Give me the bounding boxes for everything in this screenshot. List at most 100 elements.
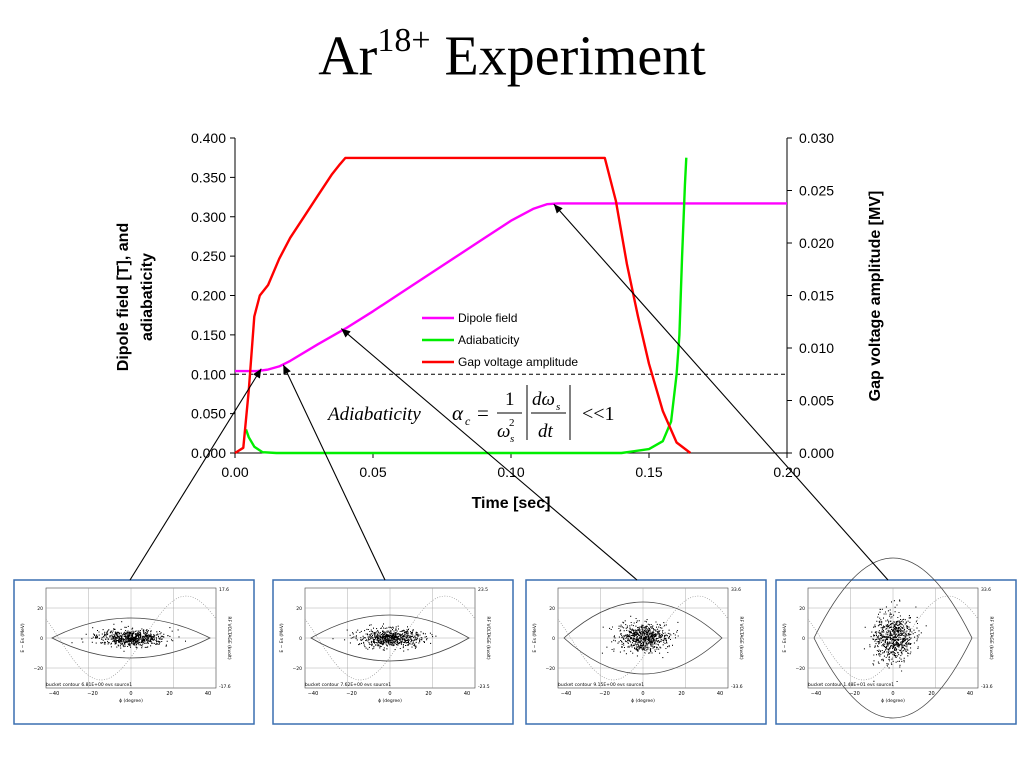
thumb-y-tick: 20 <box>37 606 43 612</box>
thumb-x-tick: −40 <box>49 691 60 697</box>
thumb-y-label: E − Es (MeV) <box>532 623 538 653</box>
thumb-x-tick: 0 <box>891 691 894 697</box>
callout-arrowhead <box>341 328 351 338</box>
thumb-y-tick: 0 <box>40 636 43 642</box>
y-left-tick-label: 0.400 <box>191 130 226 146</box>
thumb-frame <box>525 579 767 725</box>
thumb-x-tick: −20 <box>346 691 357 697</box>
y-right-tick-label: 0.010 <box>799 340 834 356</box>
thumb-bucket-contour <box>310 614 470 662</box>
thumb-x-label: ϕ (degree) <box>119 698 143 704</box>
thumb-max-label: 17.6 <box>219 587 229 593</box>
thumb-y-tick: 0 <box>802 636 805 642</box>
thumb-y-tick: −20 <box>293 666 303 672</box>
y-left-tick-label: 0.200 <box>191 288 226 304</box>
y-left-axis-label: Dipole field [T], and <box>115 223 132 371</box>
thumb-y-tick: 0 <box>552 636 555 642</box>
equation-d-num-sub: s <box>556 401 560 413</box>
thumb-bunch <box>601 615 679 659</box>
thumb-y-tick: 20 <box>799 606 805 612</box>
thumb-footer: bucket contour 1.48E+01 evs source1 <box>808 682 894 688</box>
equation-alpha: α <box>452 401 464 425</box>
thumb-x-tick: 20 <box>678 691 684 697</box>
phase-space-plot: −40 −20 0 20 40 ϕ (degree) 20 0 −20 E − Es (MeV) R… <box>272 579 514 725</box>
y-left-tick-label: 0.150 <box>191 327 226 343</box>
thumb-x-tick: 0 <box>129 691 132 697</box>
equation-label: Adiabaticity <box>326 404 421 425</box>
y-left-tick-label: 0.100 <box>191 366 226 382</box>
thumb-x-tick: 20 <box>166 691 172 697</box>
equation-equals: = <box>477 401 489 425</box>
thumb-x-tick: 40 <box>464 691 470 697</box>
phase-space-thumbnails: −40 −20 0 20 40 ϕ (degree) 20 0 −20 E − Es (MeV) R… <box>13 557 1017 725</box>
thumb-x-tick: −20 <box>849 691 860 697</box>
thumb-y-label: E − Es (MeV) <box>20 623 26 653</box>
thumb-y-label: E − Es (MeV) <box>279 623 285 653</box>
thumb-frame <box>272 579 514 725</box>
legend-label: Adiabaticity <box>458 333 519 347</box>
thumb-max-label: 23.5 <box>478 587 488 593</box>
thumb-bunch <box>332 623 437 652</box>
callout-line <box>129 368 262 581</box>
thumb-frame <box>775 579 1017 725</box>
phase-space-plot: −40 −20 0 20 40 ϕ (degree) 20 0 −20 E − Es (MeV) R… <box>525 579 767 725</box>
thumb-y-right-label: RF VOLTAGE (kvolt) <box>226 616 232 660</box>
callout-line <box>553 203 889 581</box>
thumb-y-tick: −20 <box>546 666 556 672</box>
phase-space-plot: −40 −20 0 20 40 ϕ (degree) 20 0 −20 E − Es (MeV) R… <box>13 579 255 725</box>
thumb-x-tick: −20 <box>87 691 98 697</box>
thumb-rf-curve <box>304 595 476 681</box>
callout-arrowhead <box>283 364 291 375</box>
y-right-tick-label: 0.015 <box>799 288 834 304</box>
thumb-y-right-label: RF VOLTAGE (kvolt) <box>738 616 744 660</box>
thumb-y-label: E − Es (MeV) <box>782 623 788 653</box>
thumb-x-label: ϕ (degree) <box>378 698 402 704</box>
thumb-bunch <box>71 621 186 652</box>
y-right-tick-label: 0.020 <box>799 235 834 251</box>
thumb-rf-curve <box>45 595 217 681</box>
x-tick-label: 0.15 <box>635 464 662 480</box>
legend-label: Gap voltage amplitude <box>458 355 578 369</box>
thumb-min-label: -17.6 <box>219 684 231 690</box>
thumb-x-tick: −40 <box>811 691 822 697</box>
callout-line <box>282 364 386 581</box>
thumb-min-label: -33.6 <box>981 684 993 690</box>
y-left-tick-label: 0.300 <box>191 209 226 225</box>
thumb-y-tick: −20 <box>34 666 44 672</box>
y-left-tick-label: 0.050 <box>191 406 226 422</box>
series-line-gap-voltage-amplitude <box>234 156 692 455</box>
y-right-tick-label: 0.030 <box>799 130 834 146</box>
title-main: Ar <box>318 25 378 88</box>
legend-label: Dipole field <box>458 311 517 325</box>
thumb-y-right-label: RF VOLTAGE (kvolt) <box>485 616 491 660</box>
thumb-y-right-label: RF VOLTAGE (kvolt) <box>988 616 994 660</box>
thumb-y-tick: 20 <box>296 606 302 612</box>
series-line-adiabaticity <box>244 157 688 455</box>
callout-lines <box>129 203 889 581</box>
x-tick-label: 0.10 <box>497 464 524 480</box>
series-line-dipole-field <box>235 202 787 373</box>
y-right-tick-label: 0.025 <box>799 183 834 199</box>
thumb-x-tick: 20 <box>425 691 431 697</box>
slide-title: Ar18+ Experiment <box>0 24 1024 88</box>
equation-numerator: 1 <box>505 389 515 410</box>
main-chart: 0.000 0.050 0.100 0.150 0.200 0.250 0.300 0.350… <box>115 130 884 512</box>
thumb-bunch <box>863 599 927 683</box>
callout-arrowhead <box>553 204 563 214</box>
phase-space-plot: −40 −20 0 20 40 ϕ (degree) 20 0 −20 E − Es (MeV) R… <box>775 557 1017 725</box>
thumb-x-label: ϕ (degree) <box>631 698 655 704</box>
thumb-bucket-contour <box>813 557 973 719</box>
thumb-bucket-contour <box>563 601 723 675</box>
equation-relation: <<1 <box>582 403 615 425</box>
y-right-tick-label: 0.000 <box>799 445 834 461</box>
equation-d-numerator: dω <box>532 389 555 410</box>
thumb-x-tick: 40 <box>717 691 723 697</box>
thumb-y-tick: 0 <box>299 636 302 642</box>
thumb-x-tick: −40 <box>308 691 319 697</box>
thumb-footer: bucket contour 7.62E+00 evs source1 <box>305 682 391 688</box>
thumb-y-tick: 20 <box>549 606 555 612</box>
x-tick-label: 0.00 <box>221 464 248 480</box>
thumb-frame <box>13 579 255 725</box>
y-right-axis-label: Gap voltage amplitude [MV] <box>867 191 884 402</box>
